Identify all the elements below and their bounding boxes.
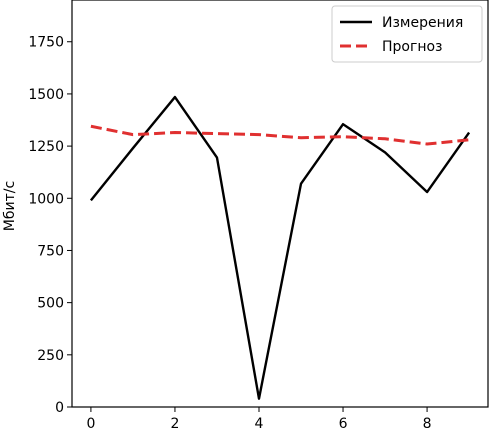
- y-tick-label: 1500: [28, 87, 64, 103]
- series-line-measurements: [89, 95, 471, 400]
- y-tick-label: 500: [37, 296, 64, 312]
- x-tick-label: 8: [423, 416, 432, 431]
- y-tick-label: 1000: [28, 191, 64, 207]
- x-tick-label: 4: [255, 416, 264, 431]
- legend-label: Измерения: [382, 15, 463, 31]
- y-tick-label: 250: [37, 348, 64, 364]
- y-axis-label: Мбит/с: [2, 181, 18, 231]
- x-axis-ticks: 0 2 4 6 8: [86, 407, 432, 431]
- y-tick-label: 0: [55, 400, 64, 416]
- y-axis-ticks: 0 250 500 750 1000 1250 1500 1750: [28, 35, 72, 416]
- x-tick-label: 6: [339, 416, 348, 431]
- x-tick-label: 0: [86, 416, 95, 431]
- y-tick-label: 1750: [28, 35, 64, 51]
- y-tick-label: 1250: [28, 139, 64, 155]
- plot-frame: [71, 0, 489, 408]
- y-tick-label: 750: [37, 243, 64, 259]
- legend-box: [331, 5, 483, 63]
- series-layer: [89, 95, 471, 400]
- legend-label: Прогноз: [382, 39, 443, 55]
- legend: Измерения Прогноз: [331, 5, 483, 63]
- x-tick-label: 2: [170, 416, 179, 431]
